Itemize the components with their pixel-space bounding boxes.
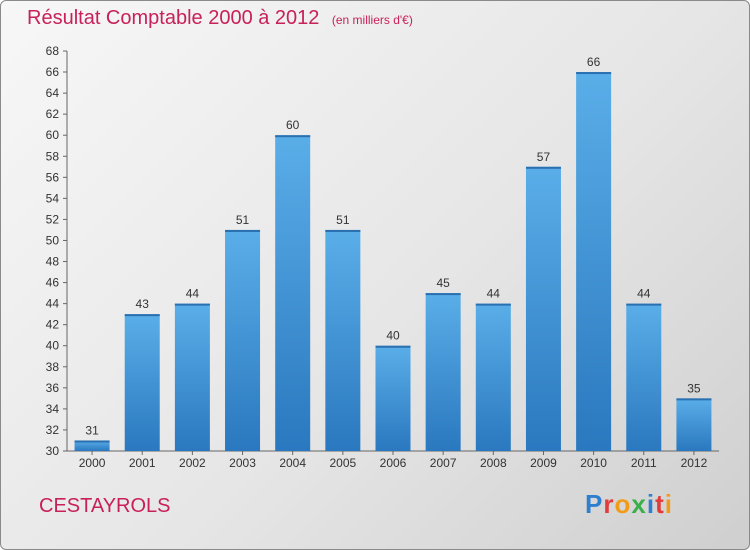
bar-top-edge (225, 229, 261, 232)
y-tick-label: 30 (46, 444, 60, 458)
x-tick-label: 2007 (430, 456, 457, 470)
y-tick-label: 40 (46, 339, 60, 353)
x-tick-label: 2004 (279, 456, 306, 470)
chart-title-block: Résultat Comptable 2000 à 2012 (en milli… (27, 7, 413, 30)
y-tick-label: 52 (46, 212, 60, 226)
bar-value-label: 44 (487, 287, 501, 301)
bar (124, 314, 160, 451)
y-tick-label: 34 (46, 402, 60, 416)
logo-letter: t (655, 489, 665, 519)
y-tick-label: 48 (46, 255, 60, 269)
bar (74, 440, 110, 451)
x-tick-label: 2006 (380, 456, 407, 470)
logo-letter: o (614, 489, 632, 519)
bar (525, 166, 561, 451)
place-name: CESTAYROLS (39, 495, 171, 517)
y-tick-label: 64 (46, 86, 60, 100)
bar-top-edge (174, 303, 210, 306)
bar-top-edge (74, 440, 110, 443)
logo-letter: x (631, 489, 647, 519)
bar (425, 293, 461, 451)
y-tick-label: 42 (46, 318, 60, 332)
x-tick-label: 2000 (79, 456, 106, 470)
x-tick-label: 2009 (530, 456, 557, 470)
bar-value-label: 66 (587, 55, 601, 69)
bar (275, 135, 311, 452)
bar-value-label: 60 (286, 118, 300, 132)
x-tick-label: 2011 (631, 456, 657, 470)
bar-value-label: 44 (637, 287, 651, 301)
y-tick-label: 66 (46, 65, 60, 79)
x-tick-label: 2001 (129, 456, 156, 470)
x-tick-label: 2002 (179, 456, 206, 470)
logo-letter: i (646, 489, 656, 519)
bar-value-label: 31 (85, 423, 99, 437)
bar-top-edge (626, 303, 662, 306)
bar-value-label: 44 (186, 287, 200, 301)
y-tick-label: 50 (46, 233, 60, 247)
y-tick-label: 62 (46, 107, 60, 121)
bar-value-label: 51 (336, 213, 350, 227)
bar (325, 229, 361, 451)
bar (576, 72, 612, 451)
chart-subtitle: (en milliers d'€) (331, 13, 413, 27)
bar-top-edge (275, 135, 311, 138)
y-tick-label: 68 (46, 44, 60, 58)
bar-top-edge (525, 166, 561, 169)
bar (676, 398, 712, 451)
bar-value-label: 45 (436, 276, 450, 290)
y-tick-label: 32 (46, 423, 60, 437)
y-tick-label: 54 (46, 191, 60, 205)
bar-top-edge (425, 293, 461, 296)
bar (375, 345, 411, 451)
bar-top-edge (576, 72, 612, 75)
x-tick-label: 2003 (229, 456, 256, 470)
chart-title: Résultat Comptable 2000 à 2012 (27, 7, 320, 29)
bar-top-edge (325, 229, 361, 232)
y-tick-label: 46 (46, 276, 60, 290)
logo-letter: r (603, 489, 615, 519)
y-tick-label: 38 (46, 360, 60, 374)
logo-letter: P (585, 489, 604, 519)
bar-value-label: 57 (537, 150, 551, 164)
bar-top-edge (676, 398, 712, 401)
logo-letter: i (664, 489, 673, 519)
y-tick-label: 58 (46, 149, 60, 163)
y-tick-label: 56 (46, 170, 60, 184)
bar (475, 303, 511, 451)
bar-top-edge (475, 303, 511, 306)
x-tick-label: 2005 (329, 456, 356, 470)
bar-value-label: 35 (687, 381, 701, 395)
bar-value-label: 51 (236, 213, 250, 227)
bar (174, 303, 210, 451)
bar (626, 303, 662, 451)
x-tick-label: 2008 (480, 456, 507, 470)
x-tick-label: 2010 (580, 456, 607, 470)
bar-value-label: 43 (136, 297, 150, 311)
proxiti-logo: Proxiti (585, 489, 673, 520)
bar-top-edge (124, 314, 160, 317)
bar-value-label: 40 (386, 329, 400, 343)
y-tick-label: 60 (46, 128, 60, 142)
y-tick-label: 44 (46, 297, 60, 311)
x-tick-label: 2012 (681, 456, 708, 470)
bar (225, 229, 261, 451)
bar-top-edge (375, 345, 411, 348)
y-tick-label: 36 (46, 381, 60, 395)
